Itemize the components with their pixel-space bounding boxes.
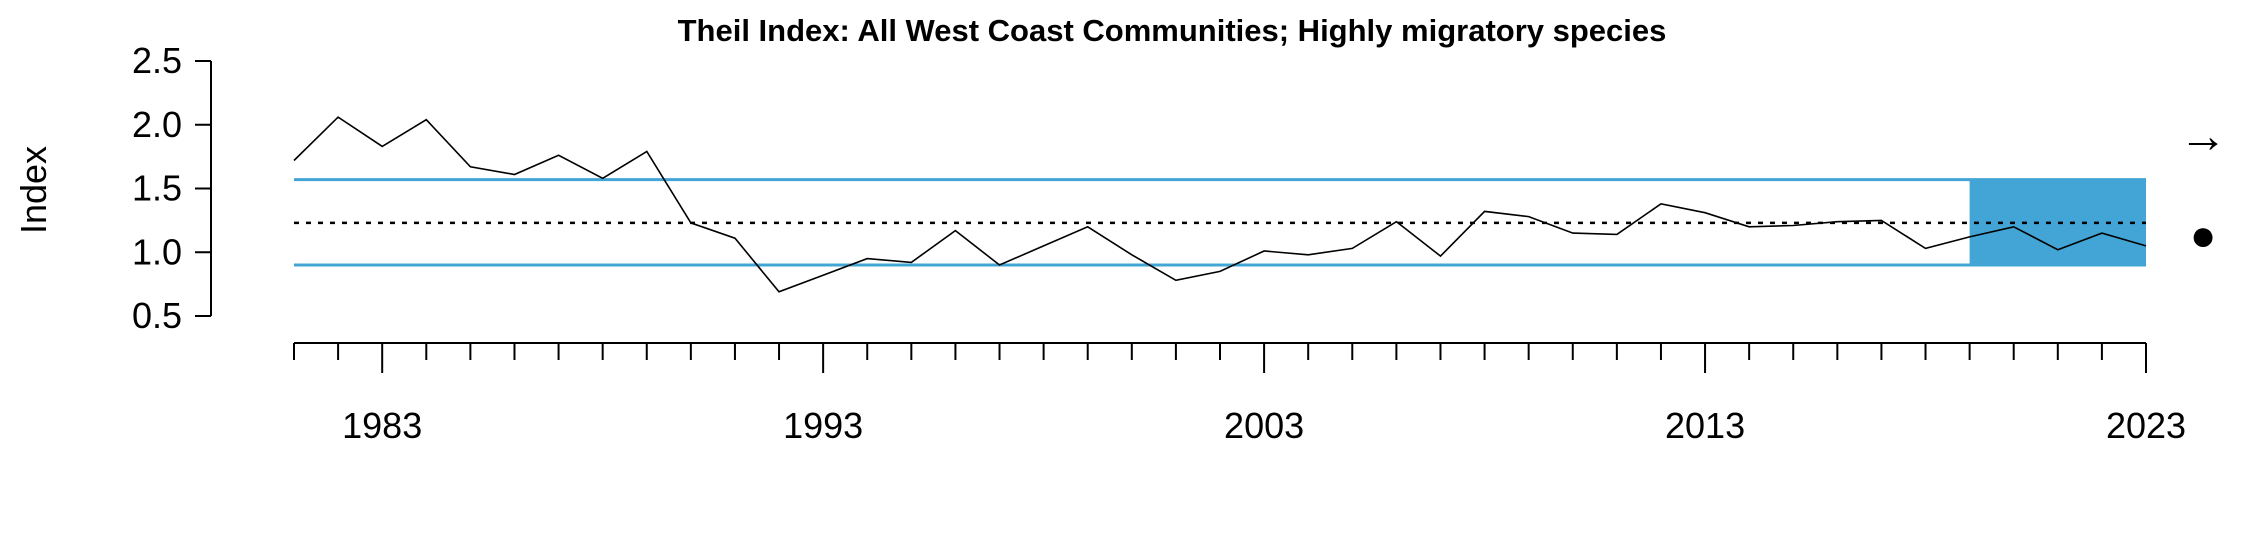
x-tick-label: 1993 xyxy=(783,405,863,446)
x-tick-label: 1983 xyxy=(342,405,422,446)
y-tick-label: 1.0 xyxy=(132,231,182,272)
x-tick-label: 2013 xyxy=(1665,405,1745,446)
y-tick-label: 0.5 xyxy=(132,295,182,336)
y-tick-label: 1.5 xyxy=(132,168,182,209)
y-axis-label: Index xyxy=(13,146,54,234)
series-line xyxy=(293,116,2147,293)
y-tick-label: 2.0 xyxy=(132,104,182,145)
mean-status-dot-icon: ● xyxy=(2190,211,2217,260)
x-tick-label: 2003 xyxy=(1224,405,1304,446)
x-tick-label: 2023 xyxy=(2106,405,2186,446)
y-tick-label: 2.5 xyxy=(132,40,182,81)
trend-arrow-icon: → xyxy=(2179,110,2227,163)
plot-area: 0.5 1.0 1.5 2.0 2.5 1983 1993 2003 2013 2023 xyxy=(132,40,2186,446)
chart-title: Theil Index: All West Coast Communities;… xyxy=(678,13,1667,48)
